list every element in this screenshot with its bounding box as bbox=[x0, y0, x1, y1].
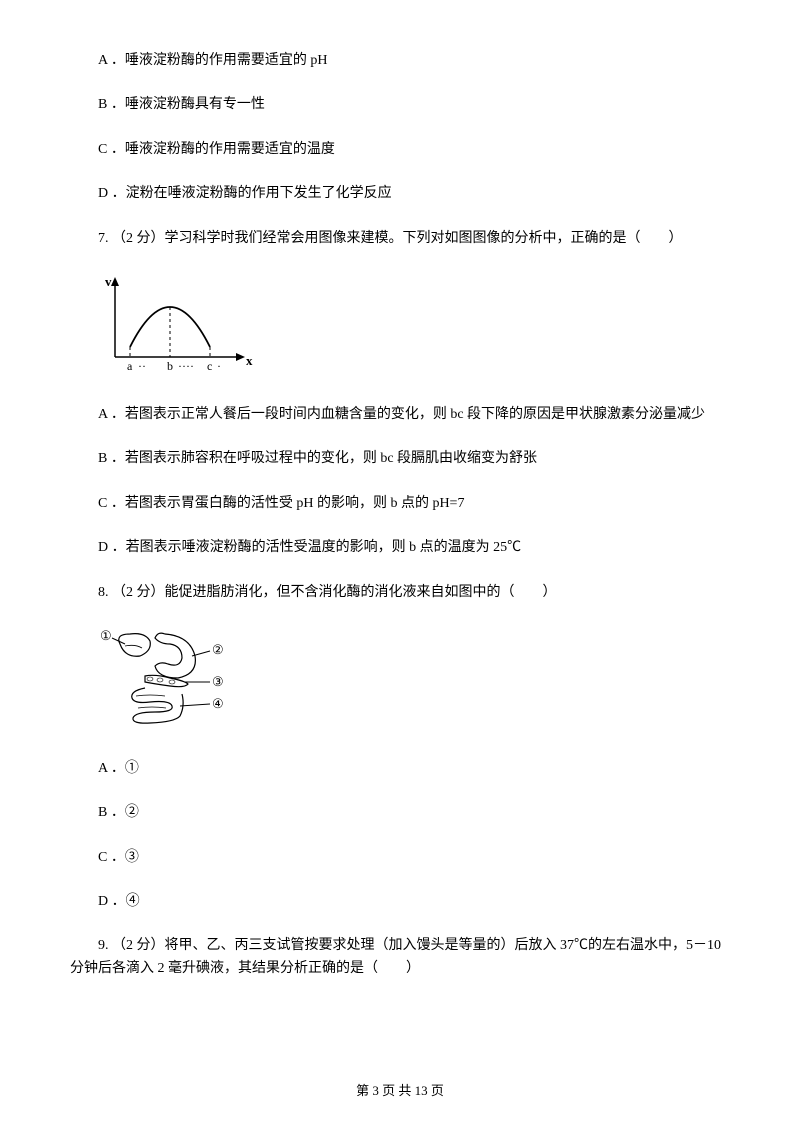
q7-option-c: C ．若图表示胃蛋白酶的活性受 pH 的影响，则 b 点的 pH=7 bbox=[70, 493, 730, 515]
organ-label-4: ④ bbox=[212, 696, 224, 711]
svg-text:····: ···· bbox=[178, 359, 194, 373]
x-axis-label: x bbox=[246, 353, 253, 368]
svg-text:··: ·· bbox=[138, 359, 146, 373]
digestive-diagram: ① ② ③ ④ bbox=[100, 626, 250, 736]
organ-label-2: ② bbox=[212, 642, 224, 657]
q8-option-a: A ．① bbox=[70, 758, 730, 780]
q6-option-d: D ．淀粉在唾液淀粉酶的作用下发生了化学反应 bbox=[70, 183, 730, 205]
q8-stem: 8. （2 分）能促进脂肪消化，但不含消化酶的消化液来自如图中的（ ） bbox=[70, 582, 730, 604]
q9-stem: 9. （2 分）将甲、乙、丙三支试管按要求处理（加入馒头是等量的）后放入 37℃… bbox=[70, 935, 730, 980]
organ-label-1: ① bbox=[100, 628, 112, 643]
tick-c: c bbox=[207, 359, 212, 373]
tick-a: a bbox=[127, 359, 133, 373]
q6-option-b: B ．唾液淀粉酶具有专一性 bbox=[70, 94, 730, 116]
q7-figure: v x a ·· b ···· c · bbox=[100, 272, 730, 382]
q7-option-b: B ．若图表示肺容积在呼吸过程中的变化，则 bc 段膈肌由收缩变为舒张 bbox=[70, 448, 730, 470]
q7-option-d: D ．若图表示唾液淀粉酶的活性受温度的影响，则 b 点的温度为 25℃ bbox=[70, 537, 730, 559]
q7-option-a: A ．若图表示正常人餐后一段时间内血糖含量的变化，则 bc 段下降的原因是甲状腺… bbox=[70, 404, 730, 426]
curve-graph: v x a ·· b ···· c · bbox=[100, 272, 260, 382]
page-footer: 第 3 页 共 13 页 bbox=[0, 1081, 800, 1102]
q7-stem: 7. （2 分）学习科学时我们经常会用图像来建模。下列对如图图像的分析中，正确的… bbox=[70, 228, 730, 250]
q6-option-a: A ．唾液淀粉酶的作用需要适宜的 pH bbox=[70, 50, 730, 72]
svg-text:·: · bbox=[217, 359, 221, 373]
tick-b: b bbox=[167, 359, 173, 373]
y-axis-label: v bbox=[105, 274, 112, 289]
q8-figure: ① ② ③ ④ bbox=[100, 626, 730, 736]
q8-option-b: B ．② bbox=[70, 802, 730, 824]
q6-option-c: C ．唾液淀粉酶的作用需要适宜的温度 bbox=[70, 139, 730, 161]
q8-option-c: C ．③ bbox=[70, 847, 730, 869]
organ-label-3: ③ bbox=[212, 674, 224, 689]
q8-option-d: D ．④ bbox=[70, 891, 730, 913]
